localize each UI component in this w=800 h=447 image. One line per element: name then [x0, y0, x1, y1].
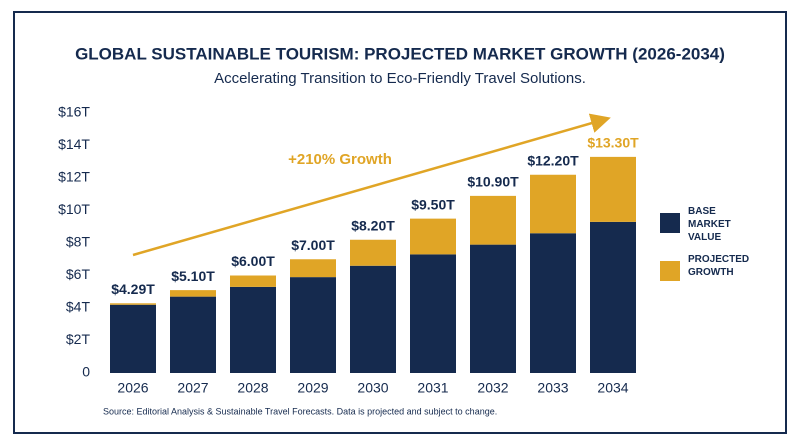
bar-segment [470, 195, 516, 245]
y-tick-label: $14T [58, 136, 90, 152]
legend-swatch [660, 261, 680, 281]
frame [13, 11, 787, 434]
bar-segment [530, 233, 576, 373]
bar-segment [590, 156, 636, 222]
source: Source: Editorial Analysis & Sustainable… [103, 406, 497, 416]
x-tick-label: 2027 [177, 380, 208, 396]
bar-segment [590, 221, 636, 373]
bar-segment [410, 254, 456, 373]
x-tick-label: 2033 [537, 380, 568, 396]
total-label: $10.90T [467, 174, 519, 190]
bar-segment [170, 296, 216, 373]
x-tick-label: 2031 [417, 380, 448, 396]
x-tick-label: 2030 [357, 380, 388, 396]
growth-arrow [132, 113, 611, 257]
total-label: $5.10T [171, 268, 215, 284]
annotation: +210% Growth [288, 151, 392, 168]
total-label: $13.30T [587, 135, 639, 151]
legend-swatch [660, 213, 680, 233]
y-tick-label: $8T [66, 234, 91, 250]
chart-title: GLOBAL SUSTAINABLE TOURISM: PROJECTED MA… [75, 44, 725, 63]
x-tick-label: 2034 [597, 380, 628, 396]
bar-segment [110, 303, 156, 305]
bar-segment [350, 239, 396, 266]
bar-segment [290, 277, 336, 373]
bar-segment [110, 304, 156, 373]
x-tick-label: 2028 [237, 380, 268, 396]
x-tick-label: 2029 [297, 380, 328, 396]
bar-segment [290, 259, 336, 278]
total-label: $12.20T [527, 152, 579, 168]
legend-label: BASE MARKET VALUE [688, 206, 731, 243]
bar-segment [470, 244, 516, 373]
y-tick-label: $16T [58, 104, 90, 120]
bar-segment [530, 174, 576, 234]
y-tick-label: $10T [58, 201, 90, 217]
bar-segment [170, 290, 216, 297]
y-tick-label: $12T [58, 169, 90, 185]
total-label: $6.00T [231, 253, 275, 269]
x-tick-label: 2026 [117, 380, 148, 396]
chart-subtitle: Accelerating Transition to Eco-Friendly … [214, 70, 586, 87]
bar-segment [410, 218, 456, 255]
x-tick-label: 2032 [477, 380, 508, 396]
y-tick-label: $2T [66, 331, 91, 347]
total-label: $8.20T [351, 217, 395, 233]
y-tick-label: 0 [82, 364, 90, 380]
bar-segment [350, 265, 396, 373]
total-label: $9.50T [411, 196, 455, 212]
y-tick-label: $4T [66, 299, 91, 315]
y-tick-label: $6T [66, 266, 91, 282]
bar-segment [230, 275, 276, 287]
legend-label: PROJECTED GROWTH [688, 254, 750, 278]
total-label: $4.29T [111, 281, 155, 297]
total-label: $7.00T [291, 237, 335, 253]
bar-segment [230, 286, 276, 373]
